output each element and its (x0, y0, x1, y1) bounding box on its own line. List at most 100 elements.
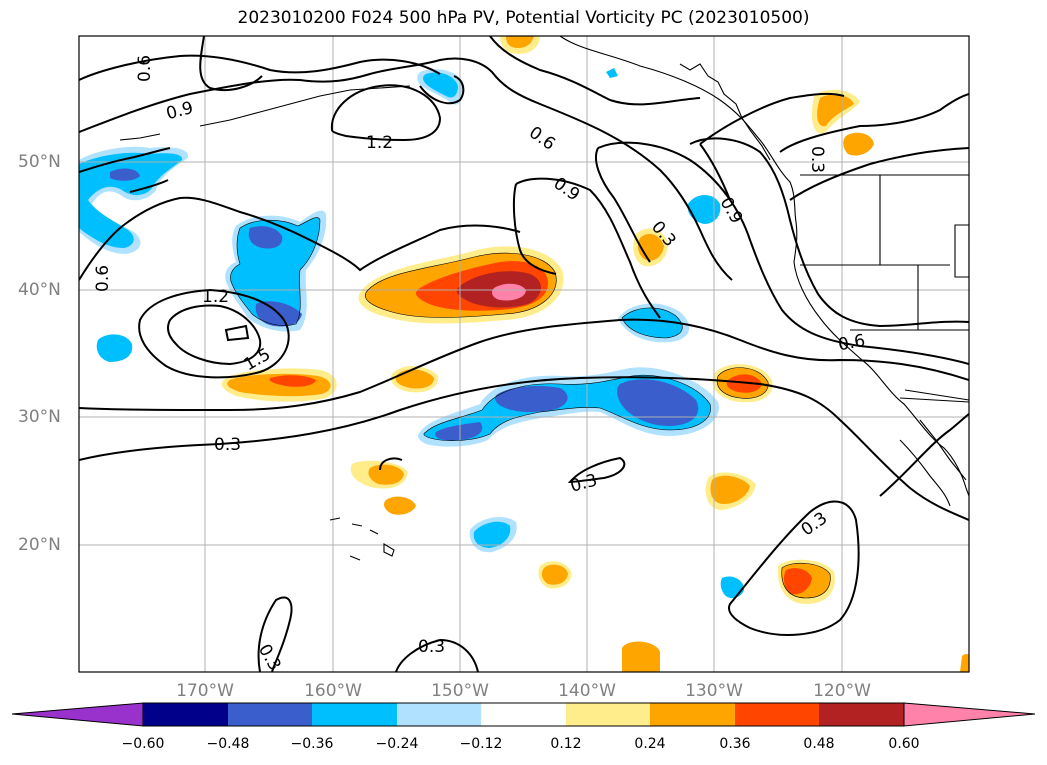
contour-label: 0.3 (418, 637, 445, 657)
lon-label-150w: 150°W (431, 681, 489, 701)
colorbar-tick: 0.48 (803, 736, 835, 752)
positive-anomaly-west (269, 375, 316, 387)
contour-label: 0.3 (568, 470, 599, 496)
pv-shading (79, 36, 969, 672)
positive-anomaly-small (622, 641, 660, 672)
contour-line (699, 92, 845, 201)
contour-line (379, 456, 626, 484)
positive-anomaly-top (506, 36, 534, 48)
contour-line (79, 54, 441, 81)
lon-label-120w: 120°W (813, 681, 871, 701)
negative-anomaly-small (622, 307, 683, 338)
map-title: 2023010200 F024 500 hPa PV, Potential Vo… (237, 8, 810, 28)
lat-label-30n: 30°N (18, 407, 61, 427)
aleutian-islands (119, 85, 411, 141)
contour-label: 0.3 (214, 435, 241, 455)
colorbar-bin (228, 703, 312, 726)
contour-line (515, 177, 661, 319)
colorbar-tick: 0.12 (550, 736, 582, 752)
anomaly-outlines (230, 217, 831, 599)
contour-line (224, 324, 250, 342)
positive-anomaly-small (710, 475, 750, 504)
colorbar-bin (650, 703, 735, 726)
colorbar-tick: −0.60 (121, 736, 165, 752)
positive-anomaly-small (384, 496, 416, 515)
lat-label-40n: 40°N (18, 280, 61, 300)
colorbar-bin (481, 703, 566, 726)
negative-anomaly-band (435, 379, 699, 441)
contour-line (395, 638, 479, 672)
colorbar-tick: −0.12 (459, 736, 503, 752)
positive-anomaly-small (726, 374, 762, 393)
hawaii-islands (329, 517, 395, 561)
contour-label: 0.3 (798, 508, 832, 540)
contour-line (199, 36, 263, 92)
contour-line (79, 318, 969, 412)
positive-anomaly-small (960, 654, 969, 672)
colorbar-extend-high (903, 702, 1036, 727)
contour-line (167, 304, 262, 366)
negative-anomaly-small (423, 72, 458, 98)
negative-anomaly-small (606, 68, 618, 78)
colorbar-tick: −0.36 (290, 736, 334, 752)
contour-labels: 0.6 0.9 1.2 0.6 0.9 0.3 0.9 0.3 0.6 1.2 … (93, 55, 867, 674)
contour-line (330, 84, 442, 142)
positive-anomaly-small (368, 464, 404, 485)
us-state-border (800, 175, 969, 401)
negative-anomaly-small (687, 195, 721, 224)
lat-label-50n: 50°N (18, 152, 61, 172)
contour-line (595, 147, 651, 263)
negative-anomaly-small (110, 168, 140, 181)
lat-label-20n: 20°N (18, 535, 61, 555)
contour-line (879, 413, 969, 497)
colorbar-extend-low (11, 702, 144, 727)
negative-anomaly-small (473, 521, 511, 548)
contour-label: 0.9 (164, 98, 195, 124)
negative-anomaly-west (248, 226, 302, 327)
contour-line (489, 36, 701, 106)
contour-line (597, 141, 969, 365)
negative-anomaly-small (79, 152, 183, 248)
positive-anomaly-small (783, 568, 812, 595)
contour-label: 0.9 (550, 174, 584, 206)
colorbar-tick: −0.24 (375, 736, 419, 752)
negative-anomaly-small (96, 334, 133, 362)
positive-anomaly-central (492, 283, 526, 301)
contour-line (79, 196, 521, 281)
contour-label: 1.2 (202, 287, 229, 307)
colorbar-bin (735, 703, 819, 726)
contour-label: 0.6 (837, 331, 867, 355)
colorbar-tick: 0.36 (719, 736, 751, 752)
colorbar-bin (397, 703, 481, 726)
contour-line (689, 137, 969, 328)
positive-anomaly-small (395, 369, 434, 389)
coastlines (119, 36, 969, 561)
colorbar-frame (142, 702, 905, 727)
contour-label: 0.3 (807, 146, 827, 173)
colorbar-bin (143, 703, 228, 726)
lon-label-160w: 160°W (304, 681, 362, 701)
contour-line (79, 147, 171, 193)
contour-line (257, 596, 293, 672)
lon-label-170w: 170°W (176, 681, 234, 701)
lon-label-140w: 140°W (558, 681, 616, 701)
map-frame (78, 35, 970, 673)
north-america-coast (679, 63, 771, 161)
contour-line (419, 75, 465, 105)
contour-label: 0.6 (525, 123, 559, 155)
positive-anomaly-small (541, 564, 568, 585)
us-mexico-border (899, 397, 969, 403)
colorbar-bin (819, 703, 904, 726)
contour-label: 0.6 (135, 55, 155, 82)
lon-label-130w: 130°W (685, 681, 743, 701)
contour-label: 0.6 (93, 265, 113, 292)
contour-label: 1.2 (366, 133, 393, 153)
positive-anomaly-small (843, 132, 874, 156)
north-america-coast (559, 36, 969, 497)
contour-line (779, 93, 969, 153)
colorbar-bin (312, 703, 397, 726)
baja-coast (899, 419, 967, 507)
contour-line (512, 183, 557, 275)
colorbar-bin (566, 703, 650, 726)
contour-line (79, 376, 969, 521)
